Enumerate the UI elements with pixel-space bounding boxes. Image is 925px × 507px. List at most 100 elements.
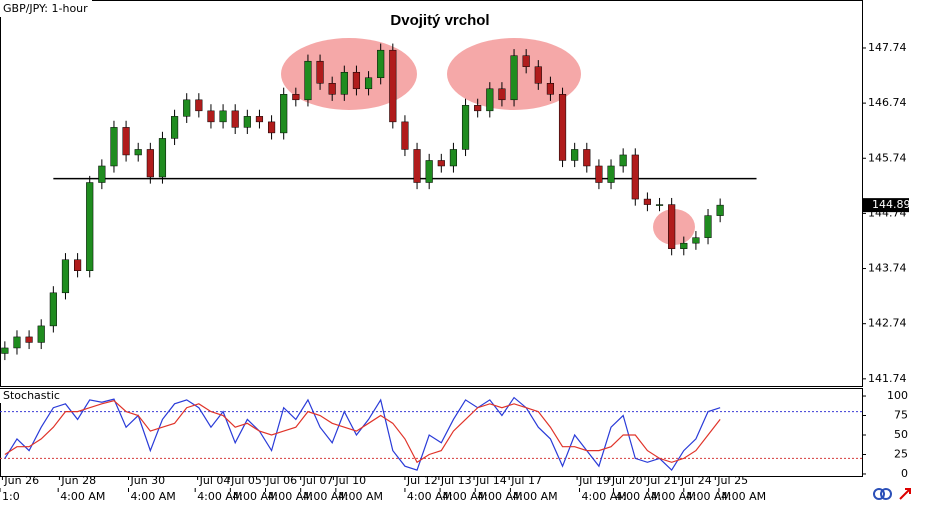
arrow-icon[interactable]: [899, 488, 911, 500]
symbol-label: GBP/JPY: 1-hour: [3, 2, 88, 15]
x-time-label: 4:00 AM: [268, 490, 313, 503]
candle-body: [267, 121, 276, 134]
candle-body: [571, 149, 579, 161]
candle-body: [619, 154, 627, 167]
osc-y-tick-label: 50: [894, 428, 908, 441]
x-tick-label: Jul 12: [406, 474, 438, 487]
candle-body: [680, 242, 688, 249]
x-time-label: 4:00 AM: [131, 490, 176, 503]
candle-body: [122, 127, 130, 156]
candle-body: [425, 160, 433, 183]
candle-body: [340, 71, 348, 95]
candle-body: [377, 49, 385, 79]
candle-body: [607, 165, 615, 183]
oscillator-label: Stochastic: [3, 389, 60, 402]
x-time-label: 4:00 AM: [338, 490, 383, 503]
oscillator-label-box: [0, 389, 58, 403]
x-tick-label: Jul 05: [230, 474, 262, 487]
x-tick-label: Jul 13: [440, 474, 472, 487]
candle-body: [595, 165, 603, 183]
candle-body: [316, 60, 324, 84]
candle-body: [352, 71, 361, 90]
x-tick-label: Jul 14: [475, 474, 507, 487]
x-time-label: 4:00 AM: [512, 490, 557, 503]
osc-y-tick-label: 0: [901, 467, 908, 480]
x-time-label: 4:00 AM: [582, 490, 627, 503]
candle-body: [110, 127, 118, 167]
osc-y-tick-label: 75: [894, 409, 908, 422]
candle-body: [219, 110, 227, 123]
x-time-label: 4:00 AM: [686, 490, 731, 503]
candle-body: [643, 198, 651, 205]
x-time-label: 4:00 AM: [442, 490, 487, 503]
x-time-label: 4:00 AM: [303, 490, 348, 503]
candle-body: [534, 66, 542, 84]
candle-body: [486, 88, 494, 112]
x-tick-label: Jun 30: [130, 474, 166, 487]
candle-body: [86, 182, 94, 272]
price-tag: [863, 198, 909, 213]
y-tick-label: 143.74: [868, 262, 907, 275]
candle-body: [401, 121, 409, 150]
candle-body: [207, 110, 215, 123]
candle-body: [134, 149, 142, 156]
x-tick-label: Jun 26: [3, 474, 39, 487]
osc-y-tick-label: 100: [887, 389, 908, 402]
candle-body: [546, 83, 555, 95]
candle-body: [158, 138, 167, 178]
x-tick-label: Jul 17: [510, 474, 542, 487]
x-tick-label: Jul 06: [265, 474, 297, 487]
candle-body: [474, 105, 482, 112]
candle-body: [1, 347, 9, 354]
x-tick-label: Jul 25: [716, 474, 748, 487]
candle-body: [231, 110, 239, 128]
candle-body: [170, 116, 179, 139]
y-tick-label: 141.74: [868, 372, 907, 385]
candle-body: [692, 237, 700, 244]
candle-body: [328, 83, 336, 95]
x-time-label: 4:00 AM: [407, 490, 452, 503]
candle-body: [13, 336, 21, 349]
x-tick-label: Jul 10: [334, 474, 366, 487]
candle-body: [183, 99, 191, 117]
candle-body: [61, 259, 70, 294]
candle-body: [243, 116, 251, 128]
symbol-label-box: [0, 0, 92, 17]
x-time-label: 4:00 AM: [232, 490, 277, 503]
candle-body: [449, 149, 458, 167]
candle-body: [704, 215, 712, 238]
x-time-label: 4:00 AM: [477, 490, 522, 503]
x-time-label: 4:00 AM: [651, 490, 696, 503]
candle-body: [498, 88, 506, 101]
candle-body: [74, 259, 82, 272]
candle-body: [413, 149, 421, 183]
marks: 147.74146.74145.74144.74143.74142.74141.…: [0, 41, 911, 503]
link-icon[interactable]: [880, 488, 892, 500]
highlight-top-1: [281, 38, 417, 110]
price-panel-frame: [0, 0, 863, 387]
x-tick-label: Jul 19: [578, 474, 610, 487]
candle-body: [292, 94, 300, 101]
link-icon[interactable]: [873, 488, 885, 500]
x-time-label: 1:0: [2, 490, 20, 503]
oscillator-panel-frame: [0, 388, 863, 477]
chart-title: Dvojitý vrchol: [390, 12, 489, 29]
candle-body: [389, 49, 397, 123]
candle-body: [304, 60, 312, 101]
price-tag-label: 144.89: [872, 198, 911, 211]
y-tick-label: 145.74: [868, 151, 907, 164]
candle-body: [522, 55, 530, 67]
x-time-label: 4:00 AM: [197, 490, 242, 503]
candle-body: [583, 149, 591, 167]
candle-body: [280, 94, 288, 134]
y-tick-label: 146.74: [868, 96, 907, 109]
candle-body: [146, 149, 154, 178]
candle-body: [461, 105, 470, 150]
x-tick-label: Jun 28: [60, 474, 96, 487]
candle-body: [37, 325, 45, 343]
x-time-label: 4:00 AM: [615, 490, 660, 503]
x-tick-label: Jul 21: [646, 474, 678, 487]
y-tick-label: 147.74: [868, 41, 907, 54]
candle-body: [98, 165, 106, 183]
candle-body: [510, 55, 518, 101]
